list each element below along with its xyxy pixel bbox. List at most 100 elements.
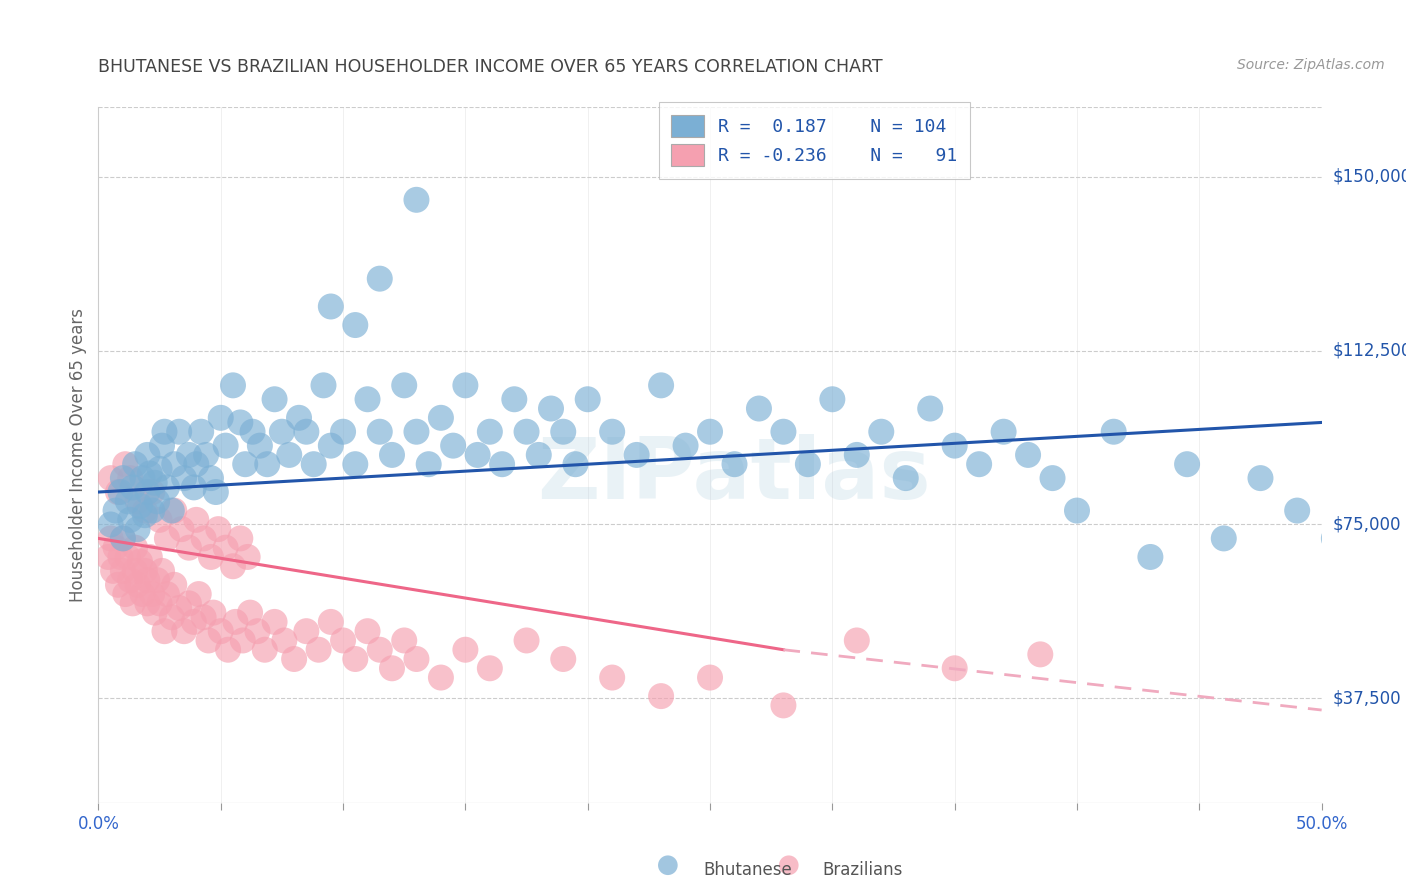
Point [146,573,169,587]
Point [143,475,166,490]
Point [723,457,745,471]
Point [190,425,212,439]
Point [121,480,143,494]
Point [699,425,721,439]
Point [141,587,163,601]
Point [153,425,176,439]
Point [163,578,186,592]
Point [136,485,159,500]
Point [650,689,672,703]
Point [870,425,893,439]
Point [229,532,252,546]
Text: ZIPatlas: ZIPatlas [537,434,931,517]
Point [405,652,427,666]
Point [183,615,205,629]
Text: $37,500: $37,500 [1333,690,1402,707]
Point [894,471,917,485]
Point [139,467,162,481]
Point [136,448,159,462]
Point [239,606,262,620]
Point [392,378,416,392]
Point [381,448,404,462]
Point [205,485,228,500]
Point [177,541,200,555]
Point [193,532,215,546]
Point [136,596,159,610]
Point [170,522,193,536]
Y-axis label: Householder Income Over 65 years: Householder Income Over 65 years [69,308,87,602]
Point [246,624,269,639]
Text: $150,000: $150,000 [1333,168,1406,186]
Point [120,573,142,587]
Point [478,661,501,675]
Point [124,564,146,578]
Point [101,564,124,578]
Point [288,410,311,425]
Point [515,633,537,648]
Point [193,610,215,624]
Point [295,425,318,439]
Point [97,549,120,564]
Point [564,457,586,471]
Point [821,392,844,407]
Text: BHUTANESE VS BRAZILIAN HOUSEHOLDER INCOME OVER 65 YEARS CORRELATION CHART: BHUTANESE VS BRAZILIAN HOUSEHOLDER INCOM… [98,58,883,76]
Point [332,425,354,439]
Point [1139,549,1161,564]
Point [256,457,278,471]
Point [845,633,868,648]
Point [160,503,183,517]
Text: Brazilians: Brazilians [823,861,903,879]
Point [600,671,623,685]
Point [229,416,252,430]
Point [1066,503,1088,517]
Point [302,457,325,471]
Point [134,508,156,523]
Point [381,661,404,675]
Point [344,318,367,332]
Point [186,457,208,471]
Point [441,439,464,453]
Point [214,541,236,555]
Point [232,633,254,648]
Point [120,513,142,527]
Point [222,559,245,574]
Point [657,858,679,872]
Point [222,378,245,392]
Point [368,425,391,439]
Point [993,425,1015,439]
Point [120,471,142,485]
Point [356,392,378,407]
Point [129,555,152,569]
Point [114,457,136,471]
Point [207,522,229,536]
Point [153,624,176,639]
Point [1212,532,1234,546]
Point [772,425,794,439]
Point [163,503,186,517]
Point [111,532,134,546]
Point [149,513,172,527]
Point [100,517,122,532]
Point [100,532,122,546]
Point [344,652,367,666]
Point [149,596,172,610]
Point [173,471,195,485]
Point [114,587,136,601]
Point [943,661,966,675]
Point [295,624,318,639]
Point [149,462,172,476]
Point [283,652,305,666]
Point [491,457,513,471]
Point [553,425,575,439]
Point [943,439,966,453]
Point [263,392,285,407]
Point [405,193,427,207]
Point [1175,457,1198,471]
Point [1286,503,1309,517]
Point [368,642,391,657]
Point [515,425,537,439]
Point [217,642,239,657]
Point [270,425,294,439]
Point [344,457,367,471]
Point [920,401,942,416]
